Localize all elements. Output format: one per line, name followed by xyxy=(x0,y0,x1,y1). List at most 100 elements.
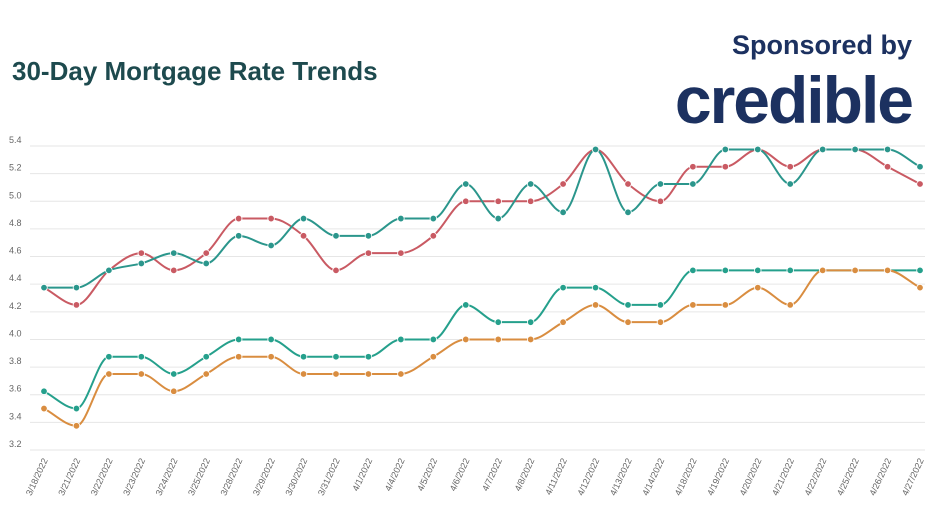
x-tick-label: 4/25/2022 xyxy=(835,457,861,498)
data-point xyxy=(624,301,632,309)
data-point xyxy=(462,180,470,188)
data-point xyxy=(721,163,730,171)
x-tick-label: 4/20/2022 xyxy=(738,457,764,498)
x-tick-label: 3/24/2022 xyxy=(154,457,180,498)
data-point xyxy=(494,214,502,223)
data-point xyxy=(137,259,146,268)
data-point xyxy=(689,301,697,309)
data-point xyxy=(202,370,210,378)
data-point xyxy=(170,249,178,257)
x-tick-label: 4/22/2022 xyxy=(802,457,828,498)
data-point xyxy=(137,370,146,378)
data-point xyxy=(72,301,81,309)
data-point xyxy=(332,370,340,378)
data-point xyxy=(559,283,567,292)
x-tick-label: 4/27/2022 xyxy=(900,457,926,498)
data-point xyxy=(786,266,794,275)
data-point xyxy=(105,266,113,275)
data-point xyxy=(656,301,665,309)
data-point xyxy=(267,241,275,250)
data-point xyxy=(786,180,794,188)
data-point xyxy=(170,387,178,395)
data-point xyxy=(462,335,470,344)
x-tick-label: 4/26/2022 xyxy=(867,457,893,498)
y-tick-label: 3.2 xyxy=(9,439,22,449)
data-point xyxy=(299,214,308,223)
data-point xyxy=(624,318,632,326)
data-point xyxy=(202,259,210,268)
data-point xyxy=(656,180,665,188)
data-point xyxy=(656,197,665,205)
y-tick-label: 3.4 xyxy=(9,411,22,421)
y-tick-label: 4.4 xyxy=(9,273,22,283)
data-point xyxy=(364,249,373,257)
data-point xyxy=(494,335,502,344)
data-point xyxy=(299,370,308,378)
data-point xyxy=(234,353,243,361)
data-point xyxy=(105,370,113,378)
y-tick-label: 4.8 xyxy=(9,218,22,228)
data-point xyxy=(526,318,535,326)
data-point xyxy=(494,197,502,205)
data-point xyxy=(559,318,567,326)
data-point xyxy=(332,232,340,240)
data-point xyxy=(754,145,762,154)
x-tick-label: 4/4/2022 xyxy=(383,457,407,493)
data-point xyxy=(332,353,340,361)
data-point xyxy=(429,353,438,361)
x-tick-label: 4/6/2022 xyxy=(448,457,472,493)
x-tick-label: 4/13/2022 xyxy=(608,457,634,498)
y-tick-label: 4.0 xyxy=(9,328,22,338)
data-point xyxy=(397,335,405,344)
data-point xyxy=(916,163,924,171)
data-point xyxy=(591,145,600,154)
data-point xyxy=(591,283,600,292)
data-point xyxy=(624,180,632,188)
data-point xyxy=(526,335,535,344)
y-tick-label: 4.2 xyxy=(9,301,22,311)
x-tick-label: 4/1/2022 xyxy=(350,457,374,493)
data-point xyxy=(299,232,308,240)
x-tick-label: 4/19/2022 xyxy=(705,457,731,498)
sponsor-text: Sponsored by xyxy=(731,30,912,60)
data-point xyxy=(818,145,827,154)
data-point xyxy=(234,214,243,223)
data-point xyxy=(689,163,697,171)
data-point xyxy=(267,335,275,344)
data-point xyxy=(332,266,340,275)
data-point xyxy=(40,387,48,395)
y-tick-label: 5.0 xyxy=(9,190,22,200)
series-line-2 xyxy=(43,269,920,410)
credible-logo: credible xyxy=(674,63,914,137)
x-tick-label: 3/25/2022 xyxy=(186,457,212,498)
data-point xyxy=(851,266,859,275)
x-tick-label: 4/11/2022 xyxy=(543,457,569,497)
data-point xyxy=(526,197,535,205)
data-point xyxy=(462,197,470,205)
data-point xyxy=(397,370,405,378)
data-point xyxy=(721,266,730,275)
data-point xyxy=(429,232,438,240)
x-tick-label: 3/28/2022 xyxy=(218,457,244,498)
data-point xyxy=(624,208,632,217)
data-point xyxy=(364,232,373,240)
y-tick-label: 3.6 xyxy=(9,384,22,394)
data-point xyxy=(40,283,48,292)
data-point xyxy=(721,301,730,309)
data-point xyxy=(916,180,924,188)
data-point xyxy=(299,353,308,361)
y-tick-label: 5.2 xyxy=(9,163,22,173)
x-tick-label: 4/14/2022 xyxy=(640,457,666,498)
x-tick-label: 4/18/2022 xyxy=(673,457,699,498)
data-point xyxy=(364,353,373,361)
data-point xyxy=(72,404,81,413)
data-point xyxy=(559,180,567,188)
data-point xyxy=(883,163,892,171)
data-point xyxy=(883,266,892,275)
data-point xyxy=(462,301,470,309)
data-point xyxy=(72,422,81,430)
x-tick-label: 3/22/2022 xyxy=(89,457,115,498)
data-point xyxy=(916,266,924,275)
x-tick-label: 3/29/2022 xyxy=(251,457,277,498)
